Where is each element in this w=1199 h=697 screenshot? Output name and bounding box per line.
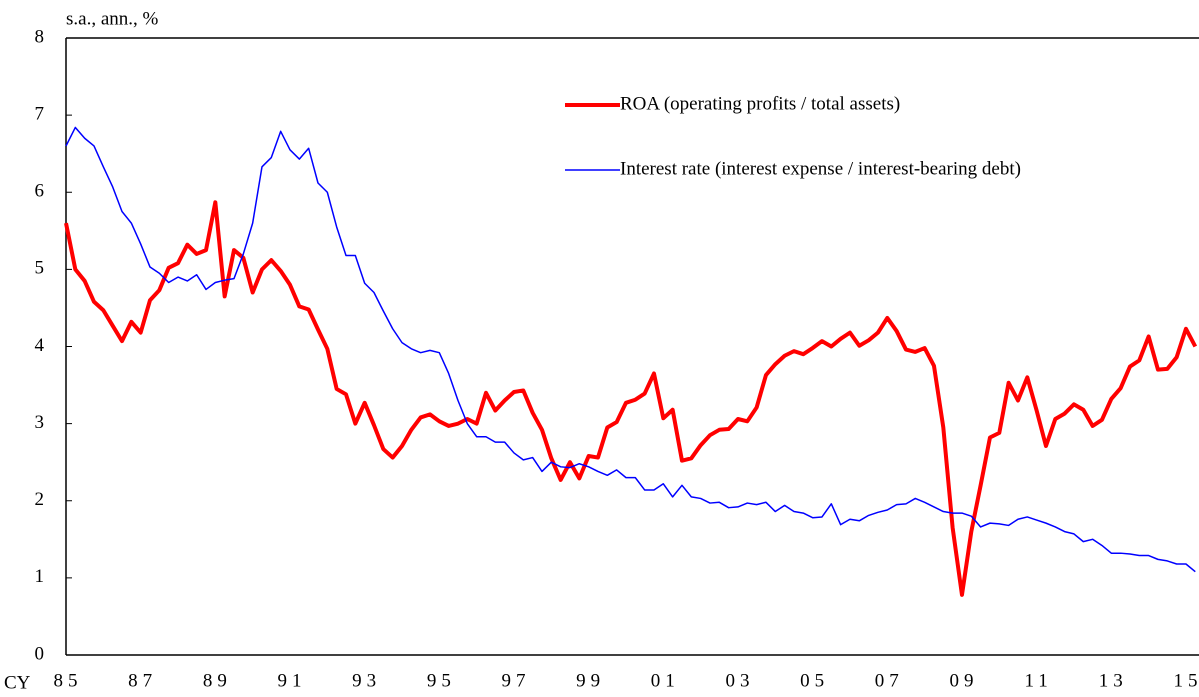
x-tick-label: 01	[651, 670, 680, 691]
y-tick-label: 2	[35, 489, 45, 510]
y-tick-label: 8	[35, 26, 45, 47]
y-tick-label: 1	[35, 566, 45, 587]
x-tick-label: 99	[576, 670, 605, 691]
x-tick-label: 93	[352, 670, 381, 691]
x-tick-label: 05	[800, 670, 829, 691]
x-tick-label: 11	[1024, 670, 1052, 691]
x-tick-label: 03	[725, 670, 754, 691]
y-tick-label: 0	[35, 643, 45, 664]
series-line	[65, 126, 1196, 573]
y-tick-label: 6	[35, 181, 45, 202]
legend-label: Interest rate (interest expense / intere…	[620, 158, 1021, 179]
x-axis-label: CY	[4, 672, 31, 693]
y-axis-unit: s.a., ann., %	[66, 8, 159, 29]
x-tick-label: 95	[427, 670, 456, 691]
x-tick-label: 89	[203, 670, 232, 691]
y-tick-label: 3	[35, 412, 45, 433]
x-tick-label: 13	[1099, 670, 1128, 691]
x-tick-label: 87	[128, 670, 157, 691]
legend-label: ROA (operating profits / total assets)	[620, 93, 900, 114]
x-tick-label: 15	[1173, 670, 1199, 691]
x-tick-label: 91	[277, 670, 306, 691]
y-tick-label: 7	[35, 103, 45, 124]
x-tick-label: 85	[54, 670, 83, 691]
y-tick-label: 5	[35, 258, 45, 279]
x-tick-label: 09	[949, 670, 978, 691]
series-line	[64, 200, 1198, 597]
x-tick-label: 07	[875, 670, 904, 691]
x-tick-label: 97	[501, 670, 530, 691]
y-tick-label: 4	[35, 335, 45, 356]
